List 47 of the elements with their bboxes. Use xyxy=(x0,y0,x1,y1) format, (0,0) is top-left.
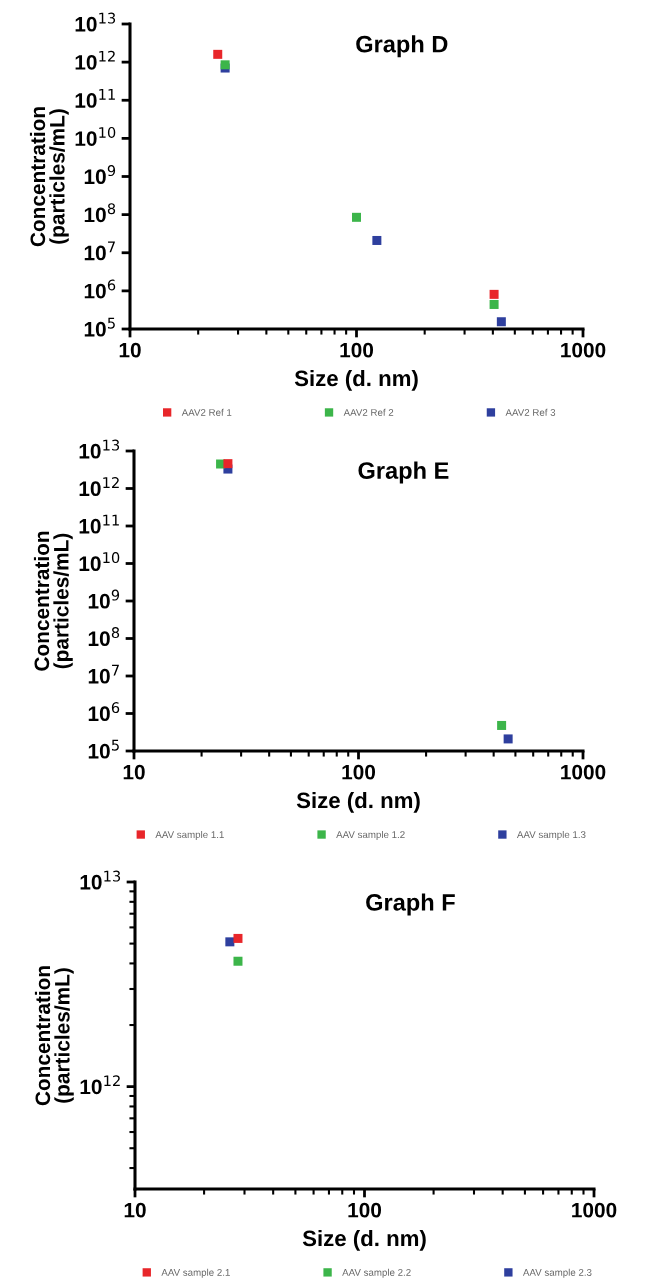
legend-label: AAV sample 2.3 xyxy=(522,1268,592,1278)
x-tick-label: 10 xyxy=(124,1202,146,1218)
y-tick-label: 10$^{13}$ xyxy=(75,12,116,32)
y-axis-title: Concentration (particles/mL) xyxy=(29,107,69,247)
y-tick-label: 10$^{10}$ xyxy=(79,552,120,572)
x-tick-label: 100 xyxy=(340,342,374,358)
y-tick-label: 10$^{9}$ xyxy=(84,165,116,185)
y-tick-label: 10$^{10}$ xyxy=(75,126,116,146)
y-tick-label: 10$^{5}$ xyxy=(88,739,119,759)
x-tick-label: 1000 xyxy=(561,342,606,358)
x-axis-title: Size (d. nm) xyxy=(296,791,420,813)
y-tick-label: 10$^{7}$ xyxy=(88,664,119,684)
legend-label: AAV sample 2.2 xyxy=(342,1268,411,1278)
legend-label: AAV sample 1.2 xyxy=(336,830,405,840)
y-tick-label: 10$^{6}$ xyxy=(88,702,120,722)
y-tick-label: 10$^{7}$ xyxy=(84,241,115,261)
y-tick-label: 10$^{12}$ xyxy=(75,50,115,70)
y-tick-label: 10$^{11}$ xyxy=(79,514,119,534)
legend-label: AAV sample 1.3 xyxy=(516,830,586,840)
legend-label: AAV sample 2.1 xyxy=(161,1268,230,1278)
x-tick-label: 100 xyxy=(348,1202,382,1218)
legend-label: AAV2 Ref 2 xyxy=(343,408,394,416)
y-tick-label: 10$^{13}$ xyxy=(79,439,120,459)
y-axis-title: Concentration (particles/mL) xyxy=(34,966,74,1106)
y-tick-label: 10$^{5}$ xyxy=(84,317,115,337)
y-tick-label: 10$^{12}$ xyxy=(80,1075,120,1095)
x-tick-label: 1000 xyxy=(572,1202,617,1218)
legend-label: AAV2 Ref 1 xyxy=(181,408,232,416)
y-tick-label: 10$^{9}$ xyxy=(88,589,120,609)
legend-label: AAV sample 1.1 xyxy=(155,830,224,840)
y-axis-title: Concentration (particles/mL) xyxy=(33,531,73,671)
y-tick-label: 10$^{12}$ xyxy=(79,477,119,497)
chart-title: Graph F xyxy=(366,893,455,916)
x-tick-label: 1000 xyxy=(561,764,606,780)
x-tick-label: 10 xyxy=(119,342,141,358)
legend-label: AAV2 Ref 3 xyxy=(505,408,556,416)
y-tick-label: 10$^{8}$ xyxy=(84,203,116,223)
chart-title: Graph E xyxy=(358,461,449,484)
x-tick-label: 100 xyxy=(342,764,376,780)
y-tick-label: 10$^{8}$ xyxy=(88,627,120,647)
x-axis-title: Size (d. nm) xyxy=(294,369,418,391)
chart-title: Graph D xyxy=(356,35,448,58)
y-tick-label: 10$^{6}$ xyxy=(84,279,116,299)
x-axis-title: Size (d. nm) xyxy=(302,1229,426,1251)
x-tick-label: 10 xyxy=(123,764,145,780)
y-tick-label: 10$^{13}$ xyxy=(80,870,121,890)
y-tick-label: 10$^{11}$ xyxy=(75,89,115,108)
